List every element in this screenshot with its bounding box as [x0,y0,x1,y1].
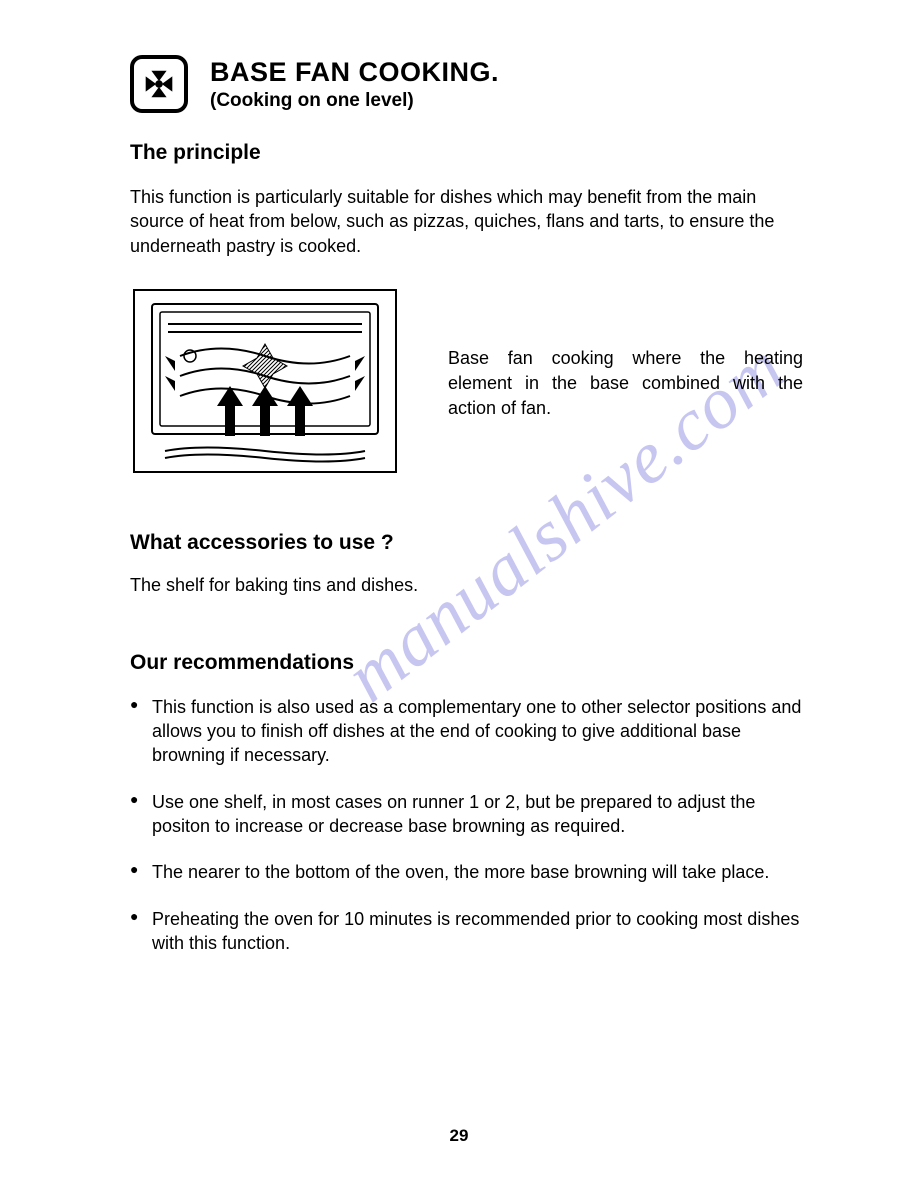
principle-heading: The principle [130,141,803,165]
recommendations-heading: Our recommendations [130,651,803,675]
accessories-body: The shelf for baking tins and dishes. [130,575,803,596]
header: BASE FAN COOKING. (Cooking on one level) [130,55,803,113]
list-item: The nearer to the bottom of the oven, th… [130,860,803,884]
page-title: BASE FAN COOKING. [210,57,499,88]
accessories-heading: What accessories to use ? [130,531,803,555]
page-number: 29 [450,1126,469,1146]
list-item: This function is also used as a compleme… [130,695,803,768]
list-item: Preheating the oven for 10 minutes is re… [130,907,803,956]
list-item: Use one shelf, in most cases on runner 1… [130,790,803,839]
diagram-caption: Base fan cooking where the heating eleme… [448,286,803,422]
fan-icon [130,55,188,113]
page-subtitle: (Cooking on one level) [210,90,499,112]
recommendations-list: This function is also used as a compleme… [130,695,803,955]
principle-body: This function is particularly suitable f… [130,185,803,258]
oven-diagram [130,286,400,476]
